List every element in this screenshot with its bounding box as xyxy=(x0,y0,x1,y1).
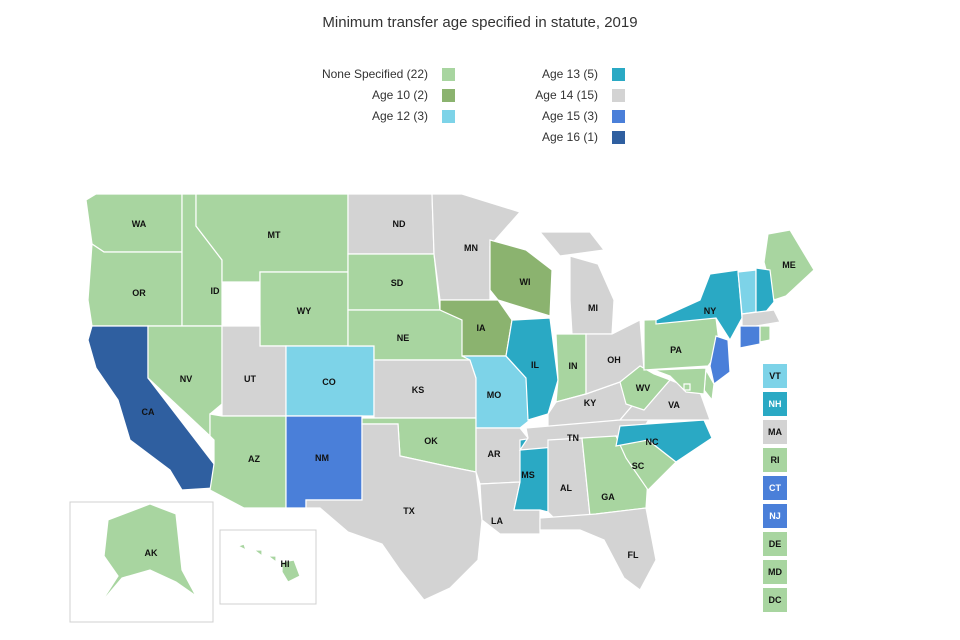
state-label-wv: WV xyxy=(636,383,651,393)
state-ct[interactable] xyxy=(739,325,761,349)
state-label-mn: MN xyxy=(464,243,478,253)
state-label-va: VA xyxy=(668,400,680,410)
hawaii-inset xyxy=(219,529,317,605)
state-label-pa: PA xyxy=(670,345,682,355)
state-nd[interactable] xyxy=(347,193,435,255)
state-label-id: ID xyxy=(211,286,221,296)
legend-label: None Specified (22) xyxy=(321,67,428,81)
state-nh[interactable] xyxy=(755,267,775,315)
legend-label: Age 13 (5) xyxy=(541,67,598,81)
state-pa[interactable] xyxy=(643,317,721,371)
legend-swatch xyxy=(612,131,625,144)
state-box-ri[interactable]: RI xyxy=(763,448,787,472)
state-label-wa: WA xyxy=(132,219,147,229)
state-label-ok: OK xyxy=(424,436,438,446)
state-box-nj[interactable]: NJ xyxy=(763,504,787,528)
state-label-hi: HI xyxy=(281,559,290,569)
state-label-oh: OH xyxy=(607,355,621,365)
legend-swatch xyxy=(612,110,625,123)
state-label-ms: MS xyxy=(521,470,535,480)
state-box-vt[interactable]: VT xyxy=(763,364,787,388)
state-box-nh[interactable]: NH xyxy=(763,392,787,416)
state-box-dc[interactable]: DC xyxy=(763,588,787,612)
state-label-ia: IA xyxy=(477,323,487,333)
legend-swatch xyxy=(612,68,625,81)
legend-label: Age 10 (2) xyxy=(371,88,428,102)
state-fl[interactable] xyxy=(539,507,657,591)
state-hi[interactable] xyxy=(236,543,301,583)
state-label-ca: CA xyxy=(142,407,155,417)
state-wi[interactable] xyxy=(489,239,553,317)
state-label-tx: TX xyxy=(403,506,415,516)
state-label-sc: SC xyxy=(632,461,645,471)
state-label-nc: NC xyxy=(646,437,659,447)
map-title: Minimum transfer age specified in statut… xyxy=(322,14,638,31)
state-label-ut: UT xyxy=(244,374,256,384)
state-or[interactable] xyxy=(87,242,183,327)
state-label-ky: KY xyxy=(584,398,597,408)
state-me[interactable] xyxy=(763,229,815,301)
state-box-de[interactable]: DE xyxy=(763,532,787,556)
state-label-nm: NM xyxy=(315,453,329,463)
state-label-ny: NY xyxy=(704,306,717,316)
state-label-ne: NE xyxy=(397,333,410,343)
legend-label: Age 14 (15) xyxy=(535,88,598,102)
state-ma[interactable] xyxy=(741,309,781,327)
state-label-sd: SD xyxy=(391,278,404,288)
state-label-co: CO xyxy=(322,377,336,387)
state-box-ct[interactable]: CT xyxy=(763,476,787,500)
state-label-mo: MO xyxy=(487,390,502,400)
state-dc[interactable] xyxy=(683,383,691,391)
state-label-in: IN xyxy=(569,361,578,371)
state-label-al: AL xyxy=(560,483,572,493)
state-label-me: ME xyxy=(782,260,796,270)
state-label-ak: AK xyxy=(145,548,158,558)
legend-label: Age 15 (3) xyxy=(541,109,598,123)
state-il[interactable] xyxy=(505,317,559,421)
state-label-wi: WI xyxy=(520,277,531,287)
legend-swatch xyxy=(442,110,455,123)
state-label-mt: MT xyxy=(268,230,281,240)
state-label-ar: AR xyxy=(488,449,501,459)
state-wv[interactable] xyxy=(619,365,672,411)
legend-swatch xyxy=(442,89,455,102)
state-label-az: AZ xyxy=(248,454,260,464)
state-ks[interactable] xyxy=(373,359,477,419)
state-label-mi: MI xyxy=(588,303,598,313)
state-ri[interactable] xyxy=(759,325,771,343)
state-label-ks: KS xyxy=(412,385,425,395)
state-label-wy: WY xyxy=(297,306,312,316)
state-box-md[interactable]: MD xyxy=(763,560,787,584)
state-label-nv: NV xyxy=(180,374,193,384)
state-label-il: IL xyxy=(531,360,540,370)
state-label-tn: TN xyxy=(567,433,579,443)
state-label-fl: FL xyxy=(628,550,639,560)
state-label-nd: ND xyxy=(393,219,406,229)
state-box-ma[interactable]: MA xyxy=(763,420,787,444)
state-label-la: LA xyxy=(491,516,503,526)
state-nj[interactable] xyxy=(709,335,731,386)
legend-swatch xyxy=(442,68,455,81)
legend-swatch xyxy=(612,89,625,102)
state-ak[interactable] xyxy=(99,503,197,605)
legend-label: Age 12 (3) xyxy=(371,109,428,123)
state-tx[interactable] xyxy=(305,423,483,601)
state-label-or: OR xyxy=(132,288,146,298)
state-label-ga: GA xyxy=(601,492,615,502)
legend-label: Age 16 (1) xyxy=(541,130,598,144)
state-md[interactable] xyxy=(653,367,707,395)
